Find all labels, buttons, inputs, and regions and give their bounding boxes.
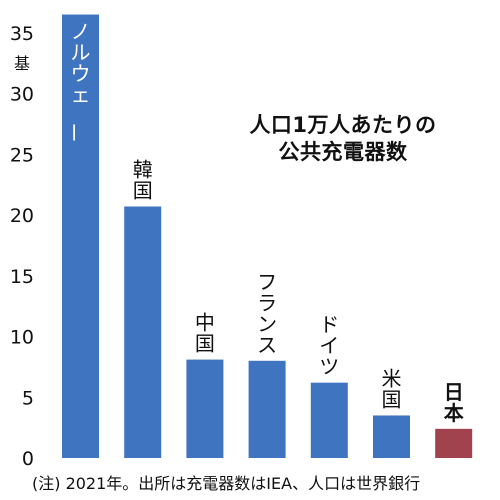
y-tick-label: 15: [10, 266, 34, 288]
bar: [124, 206, 162, 458]
chart-title-line-1: 人口1万人あたりの: [249, 113, 437, 137]
bar: [62, 14, 99, 459]
chart-title-line-2: 公共充電器数: [278, 140, 408, 164]
source-note: (注) 2021年。出所は充電器数はIEA、人口は世界銀行: [32, 474, 421, 493]
y-tick-label: 20: [10, 205, 34, 227]
bar: [373, 415, 410, 458]
y-tick-label: 0: [22, 448, 34, 470]
y-tick-label: 10: [10, 327, 34, 349]
bar-label: 米国: [382, 366, 402, 411]
chart-title: 人口1万人あたりの 公共充電器数: [238, 112, 448, 166]
y-tick-label: 25: [10, 144, 34, 166]
y-axis-unit: 基: [14, 54, 31, 73]
bar-label: フランス: [257, 270, 277, 357]
y-tick-label: 35: [10, 23, 34, 45]
bar: [186, 359, 224, 458]
y-tick-label: 5: [22, 387, 34, 409]
bar-label: 韓国: [133, 157, 153, 202]
bar-label: 日本: [444, 380, 464, 425]
y-axis-ticks: 0 5 10 15 20 25 30 35: [10, 23, 34, 470]
bar-labels: ノルウェー韓国中国 フランス ドイツ米国 日本: [62, 20, 464, 425]
bar: [248, 360, 286, 458]
bars: [62, 14, 473, 459]
bar-label: ノルウェー: [62, 20, 91, 143]
bar: [310, 382, 348, 458]
bar: [435, 428, 473, 458]
y-tick-label: 30: [10, 84, 34, 106]
bar-label: ドイツ: [319, 313, 339, 379]
bar-label: 中国: [195, 311, 215, 356]
